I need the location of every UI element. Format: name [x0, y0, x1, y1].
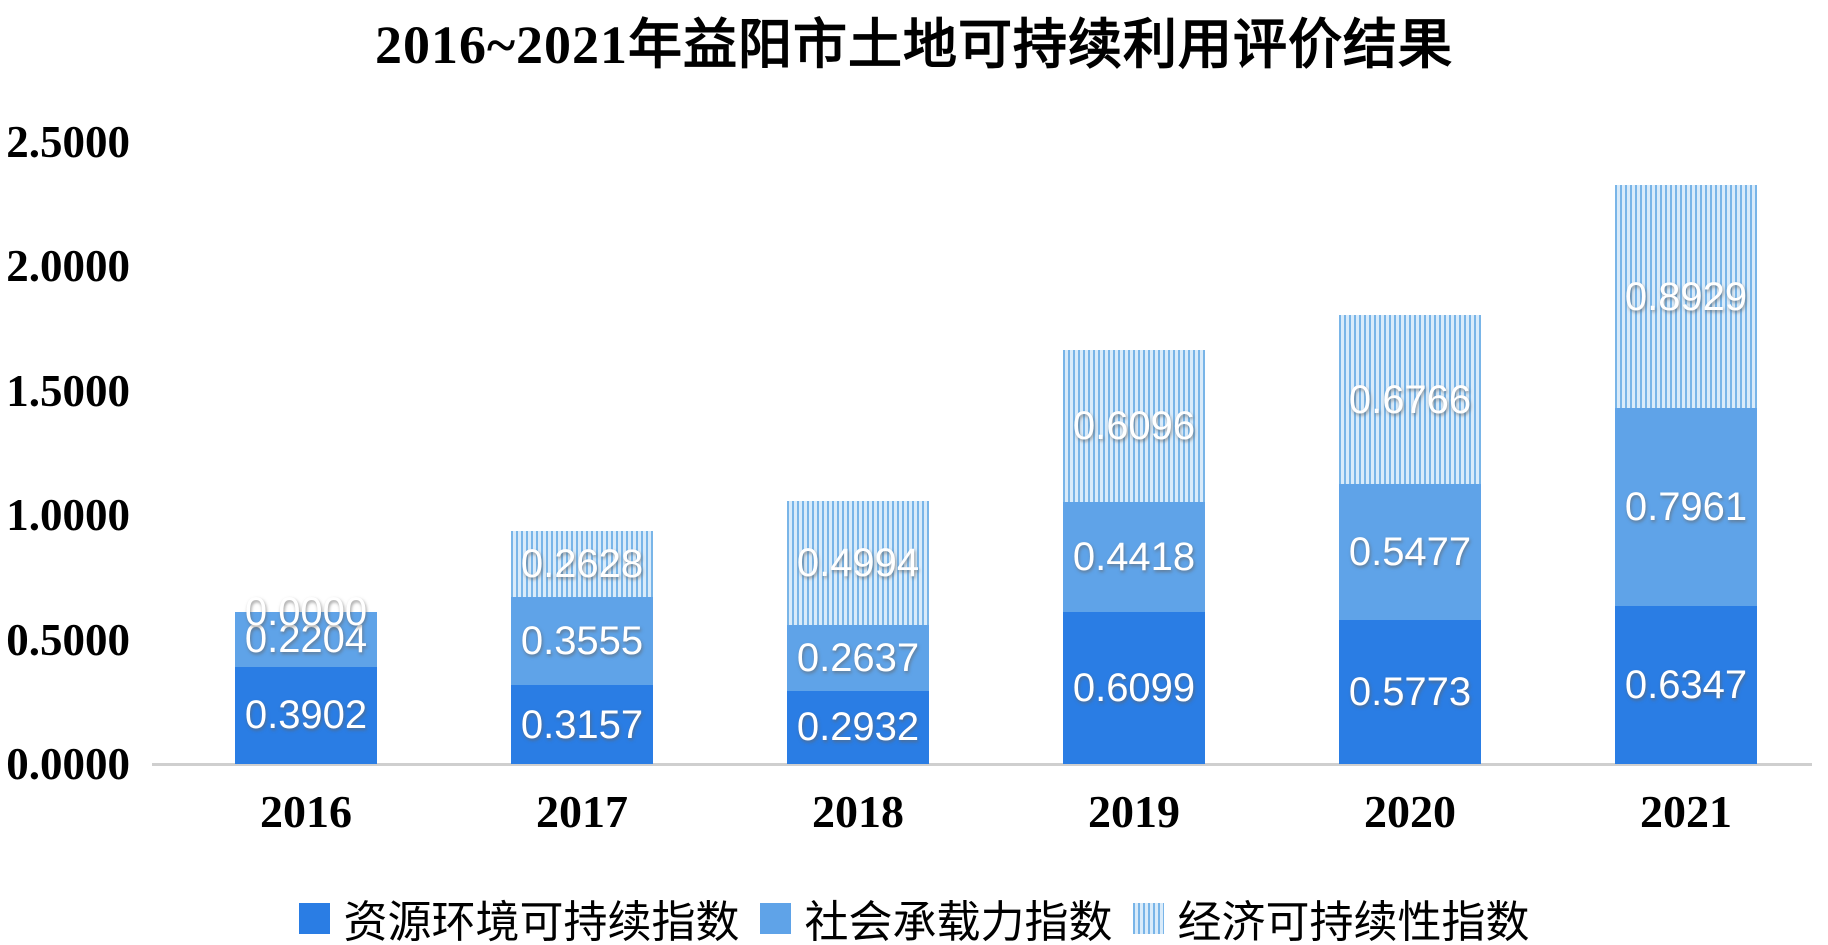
- bar-value-label: 0.3555: [520, 619, 644, 664]
- legend-item-1: 资源环境可持续指数: [298, 886, 740, 945]
- bar-segment-2018-series3: [787, 500, 929, 626]
- x-axis-tick-label: 2016: [260, 786, 352, 837]
- bar-value-label: 0.6096: [1072, 404, 1196, 449]
- x-axis-tick-label: 2017: [536, 786, 628, 837]
- bar-segment-2018-series1: [787, 690, 929, 764]
- y-axis-tick-label: 0.0000: [6, 739, 130, 789]
- bar-value-label: 0.6099: [1072, 666, 1196, 711]
- x-axis-tick-label: 2020: [1364, 786, 1456, 837]
- bar-value-label: 0.3902: [244, 693, 368, 738]
- x-axis-tick-label: 2021: [1640, 786, 1732, 837]
- legend-swatch-3: [1132, 902, 1164, 934]
- legend-label-2: 社会承载力指数: [804, 898, 1113, 945]
- bar-value-label: 0.4418: [1072, 535, 1196, 580]
- legend-swatch-2: [759, 902, 791, 934]
- legend-item-2: 社会承载力指数: [759, 886, 1113, 945]
- x-axis-tick-label: 2018: [812, 786, 904, 837]
- bar-value-label: 0.7961: [1624, 484, 1748, 529]
- bar-segment-2019-series2: [1063, 502, 1205, 613]
- bar-segment-2017-series2: [511, 596, 653, 686]
- legend-label-1: 资源环境可持续指数: [343, 898, 740, 945]
- bar-segment-2019-series1: [1063, 612, 1205, 764]
- bar-value-label: 0.0000: [244, 589, 368, 634]
- y-axis-tick-label: 1.0000: [6, 490, 130, 540]
- bar-segment-2017-series3: [511, 531, 653, 597]
- x-axis-line: [152, 763, 1812, 766]
- bar-segment-2018-series2: [787, 625, 929, 691]
- bar-value-label: 0.5773: [1348, 670, 1472, 715]
- bar-segment-2020-series1: [1339, 620, 1481, 764]
- y-axis-tick-label: 0.5000: [6, 614, 130, 665]
- y-axis-tick-label: 2.0000: [6, 241, 130, 291]
- chart-title: 2016~2021年益阳市土地可持续利用评价结果: [374, 15, 1454, 75]
- bar-value-label: 0.8929: [1624, 274, 1748, 319]
- bar-segment-2021-series2: [1615, 407, 1757, 606]
- bar-value-label: 0.2204: [244, 617, 368, 662]
- bar-segment-2020-series3: [1339, 315, 1481, 484]
- x-axis-tick-label: 2019: [1088, 786, 1180, 837]
- y-axis-tick-label: 2.5000: [6, 116, 130, 167]
- bar-value-label: 0.6347: [1624, 662, 1748, 707]
- legend-swatch-1: [298, 902, 330, 934]
- bar-segment-2021-series1: [1615, 605, 1757, 764]
- bar-value-label: 0.5477: [1348, 530, 1472, 575]
- bar-value-label: 0.4994: [796, 541, 920, 586]
- bar-segment-2017-series1: [511, 685, 653, 764]
- bar-value-label: 0.6766: [1348, 377, 1472, 422]
- bar-segment-2016-series1: [235, 666, 377, 764]
- bar-value-label: 0.2637: [796, 636, 920, 681]
- bar-segment-2021-series3: [1615, 185, 1757, 408]
- bar-value-label: 0.3157: [520, 702, 644, 747]
- bar-segment-2020-series2: [1339, 483, 1481, 621]
- bar-segment-2019-series3: [1063, 350, 1205, 503]
- legend-item-3: 经济可持续性指数: [1132, 886, 1530, 945]
- bar-value-label: 0.2628: [520, 542, 644, 587]
- legend: 资源环境可持续指数 社会承载力指数 经济可持续性指数: [0, 886, 1828, 945]
- bar-value-label: 0.2932: [796, 705, 920, 750]
- y-axis-tick-label: 1.5000: [6, 365, 130, 416]
- legend-label-3: 经济可持续性指数: [1177, 898, 1530, 945]
- bar-segment-2016-series2: [235, 611, 377, 667]
